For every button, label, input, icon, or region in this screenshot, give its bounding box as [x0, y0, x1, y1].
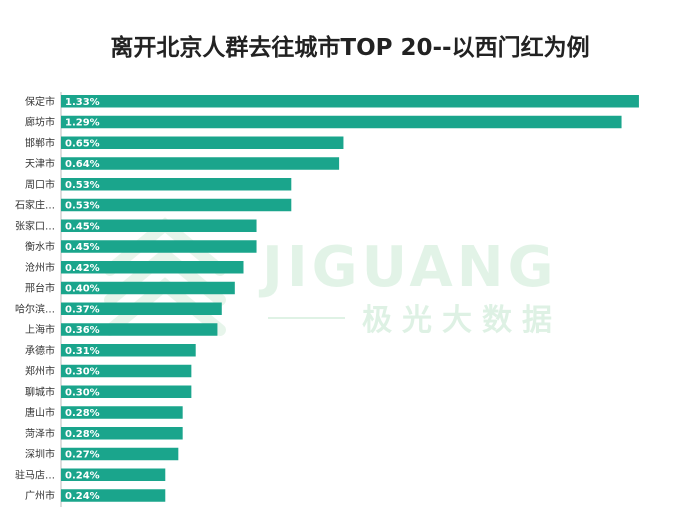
- data-label: 0.30%: [65, 387, 100, 398]
- data-label: 1.29%: [65, 118, 100, 129]
- data-label: 0.45%: [65, 242, 100, 253]
- category-label: 廊坊市: [25, 116, 55, 129]
- data-label: 0.37%: [65, 304, 100, 315]
- data-label: 0.64%: [65, 159, 100, 170]
- bar: [61, 468, 166, 481]
- category-label: 石家庄…: [15, 199, 55, 212]
- bar: [61, 95, 639, 108]
- category-label: 承德市: [25, 344, 55, 357]
- category-label: 广州市: [25, 489, 55, 502]
- bar: [61, 240, 257, 253]
- category-label: 邢台市: [25, 282, 55, 295]
- bar: [61, 261, 244, 274]
- watermark-subtitle: 极光大数据: [362, 303, 562, 338]
- bar: [61, 447, 179, 461]
- bar: [61, 302, 222, 315]
- chart-title: 离开北京人群去往城市TOP 20--以西门红为例: [110, 35, 590, 61]
- category-label: 衡水市: [25, 240, 55, 253]
- data-label: 0.27%: [65, 450, 100, 461]
- category-label: 驻马店…: [15, 468, 55, 481]
- data-label: 1.33%: [65, 97, 100, 108]
- data-label: 0.30%: [65, 367, 100, 378]
- bar: [61, 385, 192, 398]
- category-label: 哈尔滨…: [15, 302, 55, 315]
- bar: [61, 198, 292, 212]
- bar: [61, 489, 166, 502]
- data-label: 0.53%: [65, 180, 100, 191]
- data-label: 0.24%: [65, 491, 100, 502]
- bar: [61, 178, 292, 191]
- category-label: 周口市: [25, 178, 55, 191]
- bar: [61, 136, 344, 149]
- bar: [61, 115, 622, 129]
- category-label: 保定市: [25, 95, 55, 108]
- data-label: 0.40%: [65, 284, 100, 295]
- category-label: 郑州市: [25, 365, 55, 378]
- category-label: 菏泽市: [25, 427, 55, 440]
- bar: [61, 281, 235, 295]
- category-label: 天津市: [25, 157, 55, 170]
- bar: [61, 427, 183, 440]
- bar: [61, 219, 257, 232]
- data-label: 0.36%: [65, 325, 100, 336]
- bar: [61, 157, 340, 170]
- category-label: 上海市: [25, 323, 55, 336]
- data-label: 0.53%: [65, 201, 100, 212]
- category-label: 深圳市: [25, 448, 55, 461]
- category-label: 聊城市: [25, 385, 55, 398]
- category-label: 沧州市: [25, 261, 55, 274]
- bar: [61, 364, 192, 378]
- category-label: 唐山市: [25, 406, 55, 419]
- data-label: 0.24%: [65, 470, 100, 481]
- data-label: 0.45%: [65, 221, 100, 232]
- data-label: 0.28%: [65, 408, 100, 419]
- data-label: 0.28%: [65, 429, 100, 440]
- data-label: 0.42%: [65, 263, 100, 274]
- bar: [61, 323, 218, 336]
- category-label: 邯郸市: [25, 136, 55, 149]
- bars-group: 保定市 1.33% 廊坊市 1.29% 邯郸市 0.65% 天津市 0.64% 周口市 0.53%…: [15, 95, 639, 502]
- bar: [61, 406, 183, 419]
- watermark-brand: JIGUANG: [258, 235, 558, 300]
- bar: [61, 344, 196, 357]
- category-label: 张家口…: [15, 219, 55, 232]
- data-label: 0.65%: [65, 138, 100, 149]
- data-label: 0.31%: [65, 346, 100, 357]
